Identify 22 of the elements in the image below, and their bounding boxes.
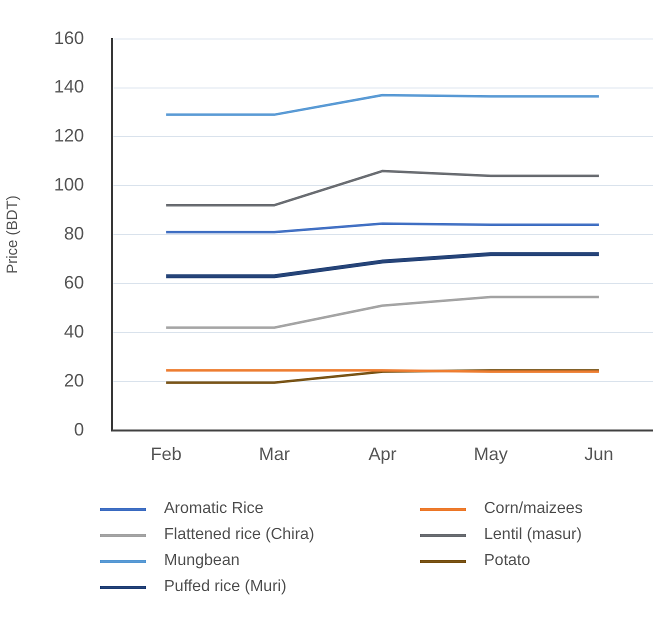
y-tick-label: 140	[54, 76, 84, 97]
y-tick-label: 20	[64, 370, 84, 390]
x-tick-label: Feb	[150, 444, 182, 464]
y-tick-label: 100	[54, 174, 84, 195]
y-tick-label: 40	[64, 321, 84, 342]
y-tick-label: 120	[54, 126, 84, 146]
y-axis-title: Price (BDT)	[4, 195, 22, 274]
legend-label: Corn/maizees	[484, 500, 583, 518]
y-tick-label: 0	[74, 419, 84, 440]
y-tick-label: 160	[54, 28, 84, 48]
x-tick-label: Apr	[368, 444, 397, 464]
y-tick-label: 80	[64, 224, 84, 244]
x-tick-label: Jun	[584, 444, 614, 464]
y-tick-label: 60	[64, 272, 84, 293]
legend-label: Mungbean	[164, 552, 240, 570]
x-tick-label: Mar	[258, 444, 290, 464]
legend-label: Flattened rice (Chira)	[164, 526, 314, 544]
legend-label: Potato	[484, 552, 530, 570]
legend-label: Puffed rice (Muri)	[164, 578, 286, 596]
x-tick-label: May	[474, 444, 508, 464]
legend-label: Aromatic Rice	[164, 500, 264, 518]
legend-label: Lentil (masur)	[484, 526, 582, 544]
